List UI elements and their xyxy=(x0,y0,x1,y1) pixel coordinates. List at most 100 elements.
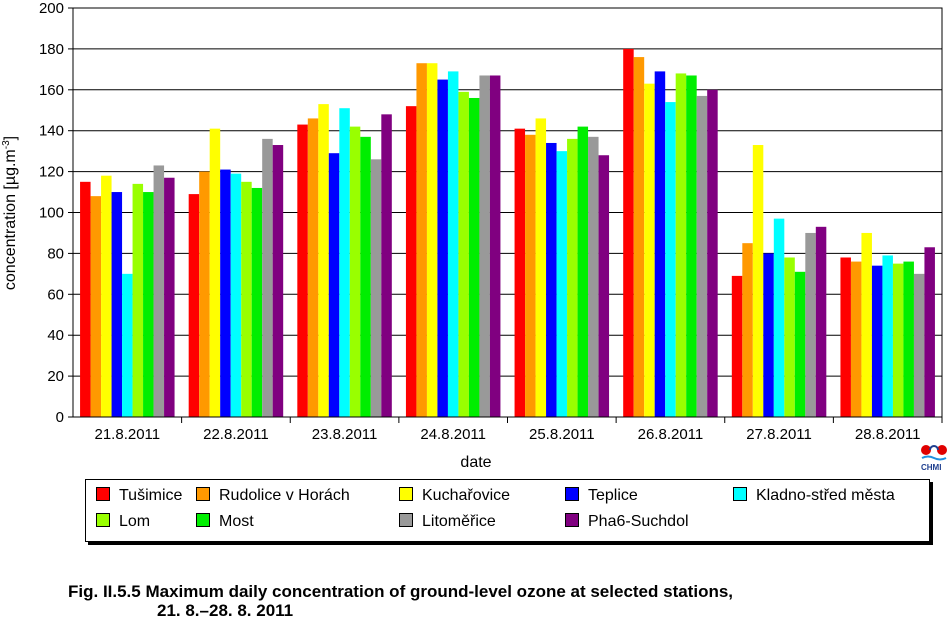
bar xyxy=(122,273,133,417)
x-tick-label: 22.8.2011 xyxy=(203,426,269,443)
bar xyxy=(623,48,634,418)
bar xyxy=(458,91,469,417)
bar xyxy=(742,243,753,417)
y-tick-label: 180 xyxy=(39,41,64,58)
bar xyxy=(349,126,361,418)
bar xyxy=(686,75,697,418)
bar xyxy=(479,75,490,418)
legend-label: Litoměřice xyxy=(422,513,496,530)
legend-item: Litoměřice xyxy=(399,513,496,531)
legend-swatch xyxy=(196,513,210,527)
y-axis-title-main: concentration [µg.m xyxy=(2,149,19,290)
legend-item: Lom xyxy=(96,513,150,531)
bar xyxy=(153,165,165,417)
bar xyxy=(654,71,666,418)
legend-label: Kuchařovice xyxy=(422,487,511,504)
bar xyxy=(426,63,438,418)
x-tick-label: 23.8.2011 xyxy=(312,426,378,443)
bar xyxy=(220,169,231,417)
legend-item: Pha6-Suchdol xyxy=(565,513,689,531)
bar xyxy=(882,255,893,417)
y-tick-label: 200 xyxy=(39,0,64,17)
bar xyxy=(297,124,308,417)
bar xyxy=(328,153,340,417)
chmi-logo-mark xyxy=(921,445,947,461)
bar xyxy=(598,155,610,418)
figure-caption: Fig. II.5.5 Maximum daily concentration … xyxy=(68,582,733,620)
bar xyxy=(840,257,851,417)
bar xyxy=(903,261,914,417)
legend-swatch xyxy=(196,487,210,501)
bar xyxy=(861,232,872,417)
legend-item: Rudolice v Horách xyxy=(196,487,350,505)
bar xyxy=(514,128,526,417)
bar xyxy=(489,75,501,418)
legend-swatch xyxy=(399,513,413,527)
legend-item: Teplice xyxy=(565,487,638,505)
bar xyxy=(318,104,329,418)
bar xyxy=(188,194,200,417)
legend-swatch xyxy=(96,487,110,501)
bar xyxy=(871,265,883,417)
bar xyxy=(665,102,676,417)
legend-label: Teplice xyxy=(588,487,638,504)
bar xyxy=(784,257,795,417)
bar xyxy=(913,273,925,417)
bar xyxy=(80,181,91,417)
bar xyxy=(307,118,319,418)
bar xyxy=(675,73,687,417)
axes xyxy=(68,7,943,423)
x-tick-label: 28.8.2011 xyxy=(855,426,921,443)
bar xyxy=(143,192,154,417)
bars xyxy=(80,48,935,418)
bar xyxy=(535,118,547,418)
legend-label: Most xyxy=(219,513,254,530)
legend-swatch xyxy=(399,487,413,501)
bar xyxy=(763,253,774,417)
y-tick-label: 120 xyxy=(39,164,64,181)
bar xyxy=(546,142,557,417)
legend-swatch xyxy=(96,513,110,527)
bar xyxy=(731,275,743,417)
y-axis-title-close: ] xyxy=(2,136,19,140)
chmi-logo-text: CHMI xyxy=(921,463,942,472)
bar xyxy=(230,173,242,417)
chmi-logo: CHMI xyxy=(919,443,949,479)
legend-swatch xyxy=(565,513,579,527)
bar xyxy=(850,261,862,417)
x-tick-label: 21.8.2011 xyxy=(95,426,161,443)
y-tick-label: 20 xyxy=(47,368,64,385)
legend-label: Pha6-Suchdol xyxy=(588,513,689,530)
bar xyxy=(101,175,112,417)
bar xyxy=(132,183,144,417)
bar xyxy=(416,63,427,418)
bar xyxy=(111,192,123,417)
y-tick-label: 100 xyxy=(39,205,64,222)
bar xyxy=(241,181,252,417)
bar xyxy=(405,106,417,417)
bar xyxy=(588,136,599,417)
x-axis-title: date xyxy=(460,454,491,471)
y-axis-title: concentration [µg.m-3] xyxy=(1,136,19,290)
legend-item: Tušimice xyxy=(96,487,182,505)
bar xyxy=(209,128,221,417)
x-tick-labels: 21.8.2011 22.8.2011 23.8.2011 24.8.2011 25.8… xyxy=(95,426,921,443)
bar xyxy=(447,71,459,418)
y-tick-label: 160 xyxy=(39,82,64,99)
legend-label: Rudolice v Horách xyxy=(219,487,350,504)
bar xyxy=(339,108,350,417)
bar xyxy=(892,263,904,417)
legend-item: Kladno-střed města xyxy=(733,487,895,505)
y-axis-title-sup: -3 xyxy=(1,140,12,149)
y-tick-label: 80 xyxy=(47,245,64,262)
bar xyxy=(525,134,536,418)
y-tick-label: 60 xyxy=(47,286,64,303)
x-tick-label: 27.8.2011 xyxy=(746,426,812,443)
bar xyxy=(644,83,655,417)
bar xyxy=(773,218,785,417)
legend-item: Most xyxy=(196,513,254,531)
legend-swatch xyxy=(733,487,747,501)
bar xyxy=(556,151,568,417)
bar xyxy=(805,232,816,417)
plot-frame xyxy=(72,7,943,418)
